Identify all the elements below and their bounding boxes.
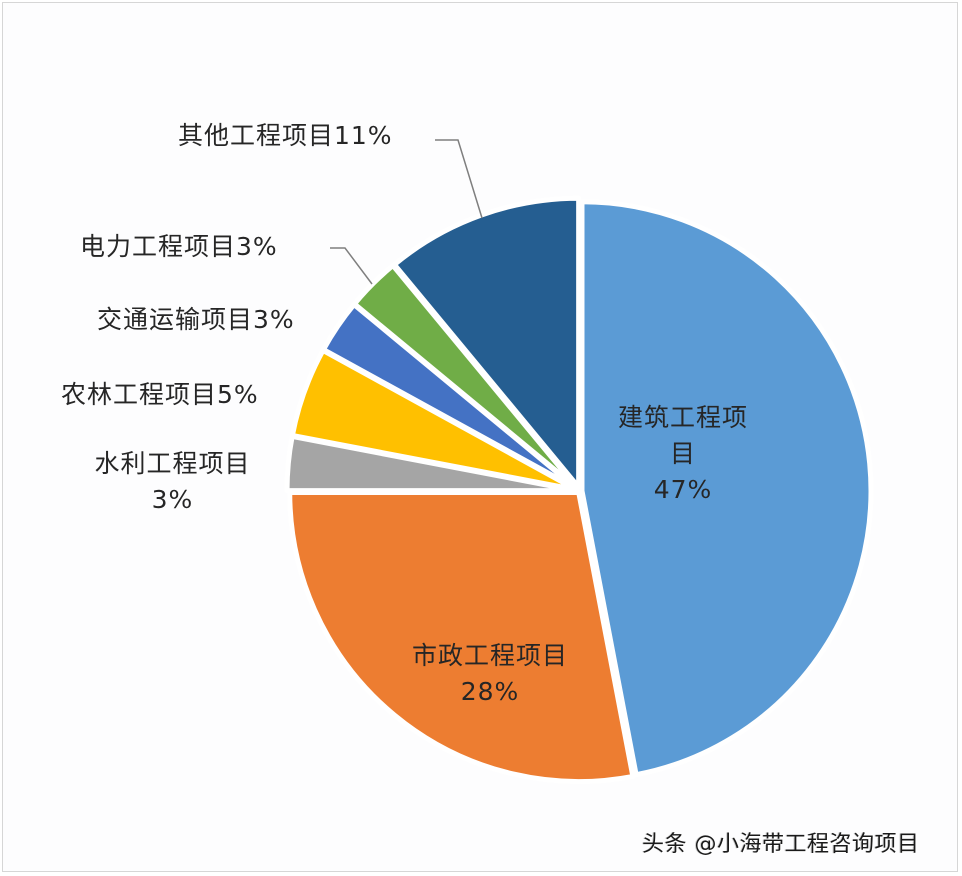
data-label-water-name: 水利工程项目 xyxy=(94,449,251,478)
data-label-municipal-name: 市政工程项目 xyxy=(411,641,568,670)
watermark: 头条 @小海带工程咨询项目 xyxy=(642,832,920,857)
data-label-power: 电力工程项目3% xyxy=(80,232,278,261)
data-label-other: 其他工程项目11% xyxy=(178,121,393,150)
data-label-water-pct: 3% xyxy=(151,485,194,514)
data-label-water: 水利工程项目 3% xyxy=(75,446,270,518)
data-label-building: 建筑工程项 目 47% xyxy=(598,400,768,508)
leader-line-power xyxy=(330,247,373,285)
pie-slice-building xyxy=(579,199,874,778)
data-label-municipal-pct: 28% xyxy=(460,677,520,706)
data-label-transport: 交通运输项目3% xyxy=(97,305,295,334)
data-label-building-name-1: 建筑工程项 xyxy=(617,403,748,432)
pie-slice-municipal xyxy=(287,490,636,785)
data-label-agri: 农林工程项目5% xyxy=(61,380,259,409)
pie-slices xyxy=(284,195,874,785)
leader-line-other xyxy=(435,139,483,219)
data-label-building-pct: 47% xyxy=(653,475,713,504)
data-label-building-name-2: 目 xyxy=(669,439,696,468)
data-label-municipal: 市政工程项目 28% xyxy=(385,638,595,710)
